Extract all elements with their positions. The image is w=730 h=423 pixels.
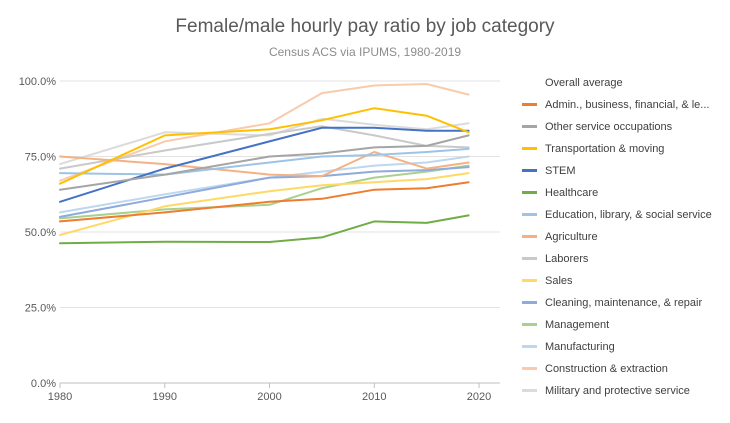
legend-item: Admin., business, financial, & le... — [522, 94, 727, 116]
legend-item: Sales — [522, 270, 727, 292]
legend-swatch — [522, 190, 537, 194]
legend-swatch — [522, 344, 537, 348]
series-line — [59, 172, 470, 236]
legend-swatch — [522, 124, 537, 128]
legend-label: Other service occupations — [545, 121, 673, 134]
legend-item: Overall average — [522, 72, 727, 94]
x-tick-label: 2000 — [257, 391, 281, 403]
legend-swatch — [522, 80, 537, 84]
legend-label: STEM — [545, 165, 576, 178]
legend-swatch — [522, 168, 537, 172]
legend-item: Education, library, & social service — [522, 204, 727, 226]
legend-label: Overall average — [545, 77, 623, 90]
legend-swatch — [522, 212, 537, 216]
legend-label: Manufacturing — [545, 341, 615, 354]
series-line — [59, 83, 470, 182]
legend-label: Sales — [545, 275, 573, 288]
series-line — [59, 126, 470, 203]
series-line — [59, 151, 470, 178]
legend-item: STEM — [522, 160, 727, 182]
legend-label: Military and protective service — [545, 385, 690, 398]
y-tick-label: 100.0% — [19, 76, 57, 88]
x-tick-label: 1990 — [153, 391, 177, 403]
series-line — [59, 181, 470, 223]
legend-item: Healthcare — [522, 182, 727, 204]
series-line — [59, 164, 470, 220]
legend-label: Healthcare — [545, 187, 599, 200]
chart-title: Female/male hourly pay ratio by job cate… — [175, 16, 555, 37]
y-tick-label: 50.0% — [25, 227, 56, 239]
legend-swatch — [522, 300, 537, 304]
y-tick-label: 75.0% — [25, 152, 56, 164]
legend-swatch — [522, 388, 537, 392]
series-line — [59, 214, 470, 245]
legend: Overall average Admin., business, financi… — [522, 72, 727, 402]
legend-item: Agriculture — [522, 226, 727, 248]
legend-label: Transportation & moving — [545, 143, 665, 156]
legend-item: Cleaning, maintenance, & repair — [522, 292, 727, 314]
legend-swatch — [522, 278, 537, 282]
legend-item: Laborers — [522, 248, 727, 270]
legend-label: Cleaning, maintenance, & repair — [545, 297, 703, 310]
x-tick-label: 2020 — [467, 391, 491, 403]
legend-label: Admin., business, financial, & le... — [545, 99, 710, 112]
legend-label: Education, library, & social service — [545, 209, 712, 222]
legend-swatch — [522, 256, 537, 260]
series-line — [59, 155, 470, 214]
x-tick-label: 2010 — [362, 391, 386, 403]
legend-swatch — [522, 366, 537, 370]
legend-swatch — [522, 102, 537, 106]
legend-item: Manufacturing — [522, 336, 727, 358]
legend-label: Agriculture — [545, 231, 598, 244]
legend-label: Construction & extraction — [545, 363, 668, 376]
y-tick-label: 25.0% — [25, 303, 56, 315]
legend-label: Laborers — [545, 253, 589, 266]
x-tick-label: 1980 — [48, 391, 72, 403]
legend-item: Construction & extraction — [522, 358, 727, 380]
series-line — [59, 134, 470, 191]
series-line — [59, 107, 470, 185]
legend-swatch — [522, 146, 537, 150]
legend-swatch — [522, 322, 537, 326]
legend-item: Military and protective service — [522, 380, 727, 402]
chart-subtitle: Census ACS via IPUMS, 1980-2019 — [268, 45, 462, 59]
legend-label: Management — [545, 319, 610, 332]
series-line — [59, 117, 470, 166]
y-tick-label: 0.0% — [31, 378, 56, 390]
legend-item: Transportation & moving — [522, 138, 727, 160]
legend-item: Management — [522, 314, 727, 336]
legend-item: Other service occupations — [522, 116, 727, 138]
legend-swatch — [522, 234, 537, 238]
